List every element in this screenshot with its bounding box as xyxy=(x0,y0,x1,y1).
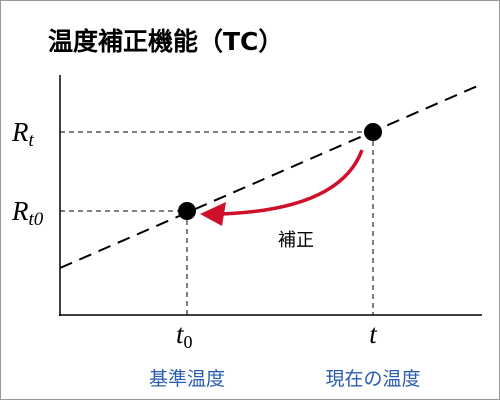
arrow-head xyxy=(200,202,226,226)
label-sub: t xyxy=(29,130,35,151)
annotation: 補正 xyxy=(278,230,314,251)
caption: 基準温度 xyxy=(149,368,225,390)
x-label: t xyxy=(369,319,378,349)
correction-arrow xyxy=(219,149,364,216)
characteristic-line xyxy=(59,83,483,269)
point xyxy=(178,202,196,220)
y-label: Rt0 xyxy=(11,196,44,230)
point xyxy=(364,123,382,141)
x-label: t0 xyxy=(176,319,193,352)
label-sub: t0 xyxy=(29,209,44,230)
label-base: t xyxy=(176,319,185,349)
label-base: R xyxy=(11,196,29,226)
label-sub: 0 xyxy=(184,332,193,352)
label-base: R xyxy=(11,117,29,147)
y-label: Rt xyxy=(11,117,35,151)
title: 温度補正機能（TC） xyxy=(48,27,283,56)
caption: 現在の温度 xyxy=(325,368,420,390)
